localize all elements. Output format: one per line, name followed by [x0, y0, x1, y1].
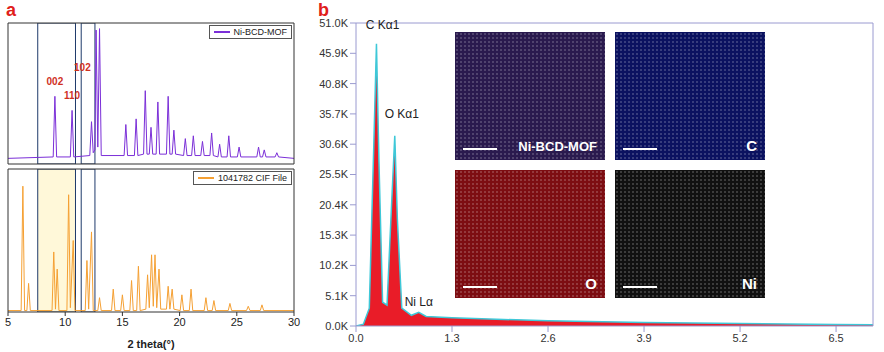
- svg-text:30: 30: [288, 316, 300, 328]
- svg-text:20.4K: 20.4K: [319, 199, 348, 211]
- svg-text:51.0K: 51.0K: [319, 16, 348, 29]
- svg-text:102: 102: [74, 62, 91, 73]
- svg-text:2.6: 2.6: [540, 332, 555, 344]
- html-text:C: C: [746, 137, 757, 154]
- svg-text:15.3K: 15.3K: [319, 229, 348, 241]
- svg-text:25.5K: 25.5K: [319, 168, 348, 180]
- svg-text:002: 002: [47, 76, 64, 87]
- html-text:b: b: [318, 0, 329, 20]
- svg-text:40.8K: 40.8K: [319, 78, 348, 90]
- svg-text:45.9K: 45.9K: [319, 47, 348, 59]
- svg-text:110: 110: [64, 90, 81, 101]
- svg-text:C Kα1: C Kα1: [366, 18, 400, 32]
- svg-text:Ni Lα: Ni Lα: [405, 295, 433, 309]
- svg-text:20: 20: [173, 316, 185, 328]
- html-text:Ni-BCD-MOF: Ni-BCD-MOF: [518, 139, 597, 154]
- svg-text:30.6K: 30.6K: [319, 138, 348, 150]
- html-text:a: a: [6, 0, 16, 20]
- svg-text:0.0K: 0.0K: [325, 320, 348, 332]
- html-text:O: O: [585, 275, 597, 292]
- svg-text:2 theta(°): 2 theta(°): [127, 338, 175, 350]
- svg-text:5.1K: 5.1K: [325, 290, 348, 302]
- svg-text:35.7K: 35.7K: [319, 108, 348, 120]
- svg-text:10.2K: 10.2K: [319, 259, 348, 271]
- html-text:1041782 CIF File: 1041782 CIF File: [218, 173, 287, 183]
- html-text:Ni: Ni: [742, 275, 757, 292]
- svg-text:25: 25: [231, 316, 243, 328]
- svg-text:0.0: 0.0: [348, 332, 363, 344]
- svg-text:10: 10: [59, 316, 71, 328]
- svg-text:3.9: 3.9: [636, 332, 651, 344]
- html-text:Ni-BCD-MOF: Ni-BCD-MOF: [233, 27, 287, 37]
- svg-text:15: 15: [116, 316, 128, 328]
- svg-text:5: 5: [5, 316, 11, 328]
- svg-text:O Kα1: O Kα1: [385, 107, 420, 121]
- svg-text:5.2: 5.2: [732, 332, 747, 344]
- svg-text:1.3: 1.3: [444, 332, 459, 344]
- svg-text:6.5: 6.5: [828, 332, 843, 344]
